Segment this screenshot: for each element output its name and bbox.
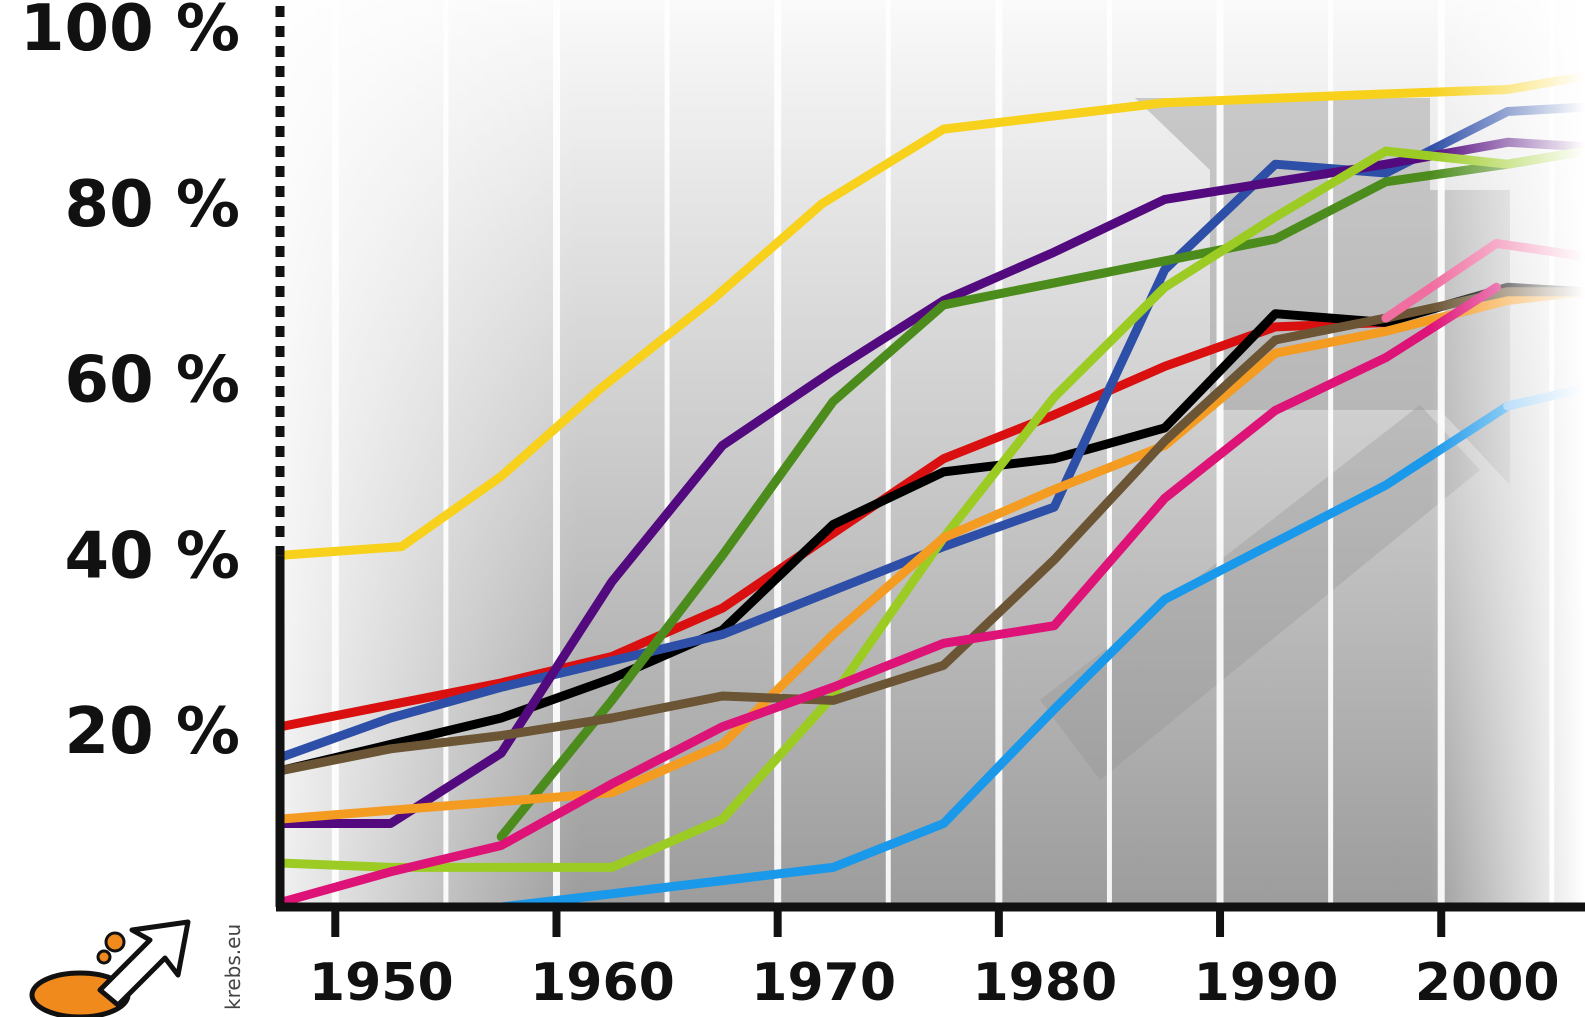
credit-text: krebs.eu — [221, 924, 245, 1010]
series-lines — [275, 71, 1585, 912]
series-line — [275, 102, 1585, 763]
axes — [275, 6, 1585, 937]
right-fade — [1430, 0, 1585, 907]
series-line — [496, 401, 1513, 912]
series-line — [275, 71, 1585, 560]
x-tick-label: 1960 — [530, 953, 675, 1013]
series-line — [275, 282, 1501, 908]
up-arrow-shape — [1040, 405, 1480, 780]
logo-bubble — [96, 949, 112, 965]
x-tick-label: 1950 — [309, 953, 454, 1013]
y-tick-label: 60 % — [65, 344, 240, 418]
x-tick-label: 2000 — [1415, 953, 1560, 1013]
logo-bubble — [104, 931, 126, 953]
tick-labels: 20 % 40 % 60 % 80 % 100 % 1950 1960 1970 1980 199… — [20, 0, 1560, 1013]
logo-arrow — [97, 919, 191, 1008]
series-line — [496, 146, 1585, 842]
y-tick-label: 40 % — [65, 519, 240, 593]
y-tick-label: 20 % — [65, 695, 240, 769]
y-tick-label: 100 % — [20, 0, 240, 66]
x-tick-label: 1970 — [751, 953, 896, 1013]
x-tick-label: 1990 — [1194, 953, 1339, 1013]
y-tick-label: 80 % — [65, 168, 240, 242]
series-line — [275, 318, 1391, 732]
series-line — [275, 287, 1585, 824]
logo — [29, 919, 191, 1017]
plot-left-haze — [280, 0, 580, 907]
x-tick-label: 1980 — [972, 953, 1117, 1013]
